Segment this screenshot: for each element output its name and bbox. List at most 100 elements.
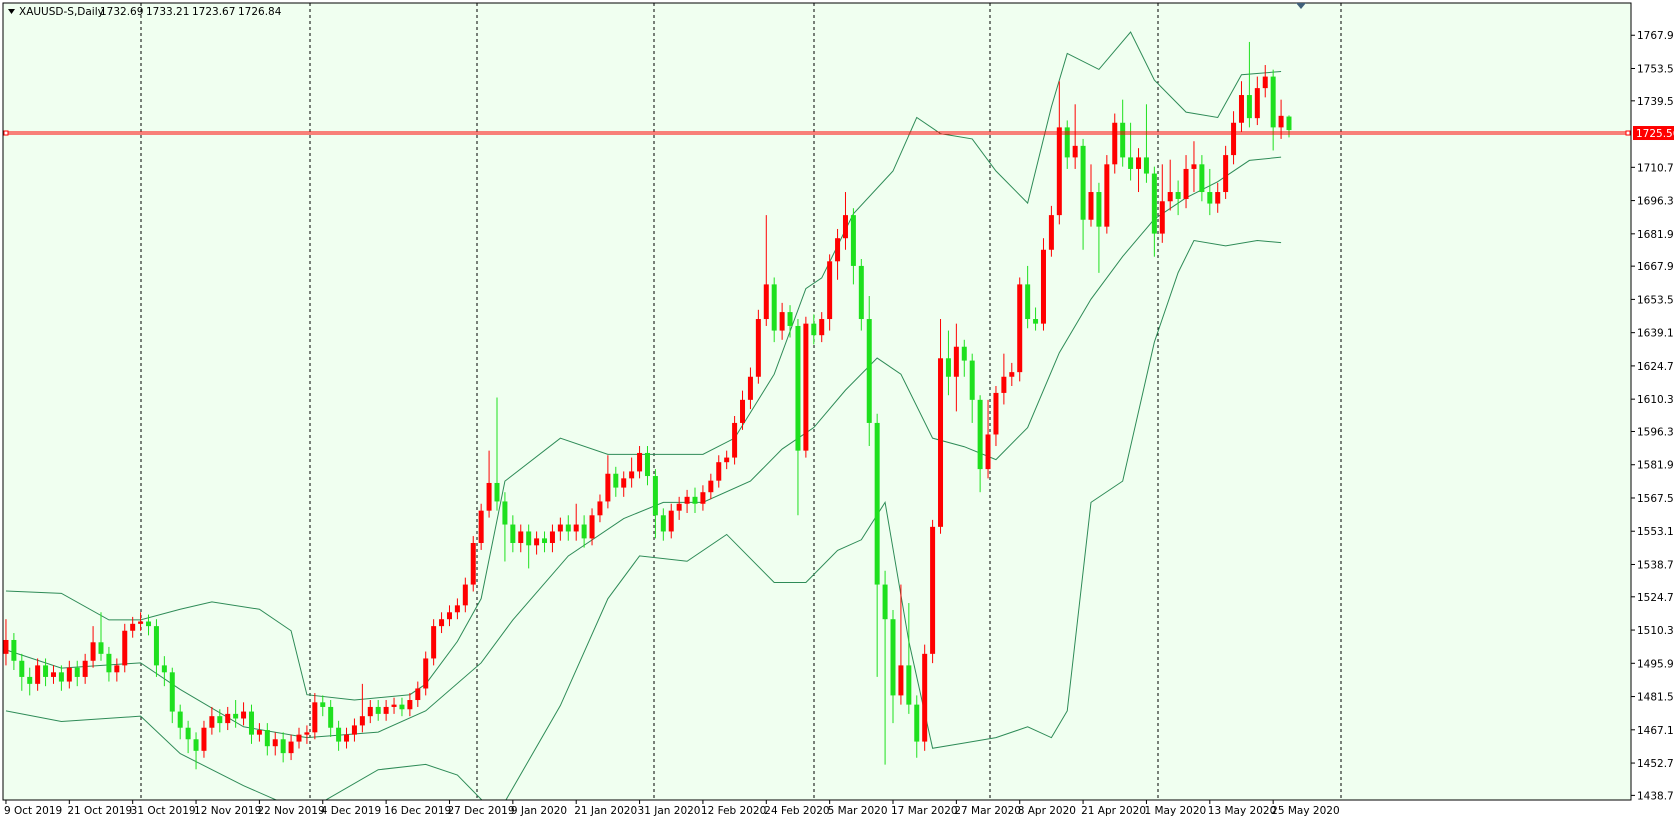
- x-tick-label: 31 Jan 2020: [638, 805, 701, 817]
- period-separators: [140, 3, 1342, 800]
- candle-body: [1017, 284, 1023, 373]
- y-tick-label: 1538.70: [1637, 559, 1674, 571]
- candle-body: [486, 482, 492, 511]
- candle-body: [542, 538, 548, 544]
- candle-body: [209, 716, 215, 728]
- x-tick-label: 5 Mar 2020: [828, 805, 888, 817]
- candle-body: [264, 730, 270, 747]
- y-tick-label: 1739.50: [1637, 96, 1674, 108]
- axes: 1767.90 1753.50 1739.50 1710.70 1696.30 1681.…: [3, 30, 1674, 817]
- candle-body: [153, 626, 159, 666]
- candle-body: [1238, 95, 1244, 123]
- candle-body: [589, 515, 595, 539]
- candle-body: [526, 531, 532, 546]
- candle-body: [637, 452, 643, 472]
- x-tick-label: 21 Oct 2019: [67, 805, 132, 817]
- y-tick-label: 1581.90: [1637, 460, 1674, 472]
- candle-body: [193, 739, 199, 751]
- candle-body: [1033, 319, 1039, 324]
- candle-body: [534, 538, 540, 546]
- x-tick-label: 4 Dec 2019: [321, 805, 381, 817]
- candle-body: [882, 584, 888, 620]
- x-tick-label: 21 Jan 2020: [574, 805, 637, 817]
- candle-body: [605, 473, 611, 502]
- last-price-box: [1633, 126, 1674, 141]
- candle-body: [304, 732, 310, 735]
- candle-body: [621, 478, 627, 488]
- chart-title: XAUUSD-S,Daily: [19, 6, 104, 18]
- candle-body: [1064, 127, 1070, 158]
- candle-body: [1112, 122, 1118, 165]
- candle-body: [1183, 168, 1189, 199]
- candle-body: [977, 399, 983, 470]
- candle-body: [138, 621, 144, 624]
- candle-body: [953, 346, 959, 377]
- candle-body: [1262, 76, 1268, 89]
- y-tick-label: 1524.70: [1637, 592, 1674, 604]
- candle-body: [1207, 192, 1213, 204]
- candle-body: [272, 739, 278, 747]
- candle-body: [478, 510, 484, 544]
- candle-body: [233, 713, 239, 719]
- candle-body: [177, 711, 183, 728]
- candle-body: [835, 238, 841, 262]
- candle-body: [502, 501, 508, 525]
- candle-body: [906, 665, 912, 705]
- candle-body: [74, 667, 80, 677]
- candle-body: [858, 265, 864, 320]
- candle-body: [90, 642, 96, 661]
- candle-body: [787, 312, 793, 326]
- candle-body: [454, 605, 460, 613]
- candle-body: [1048, 215, 1054, 250]
- candle-body: [1096, 192, 1102, 227]
- candle-body: [1199, 164, 1205, 193]
- last-price-end: [3, 130, 9, 136]
- y-tick-label: 1481.50: [1637, 692, 1674, 704]
- plot-background: [3, 3, 1631, 800]
- shift-marker: [1296, 3, 1306, 9]
- indicator-line: [5, 239, 1282, 800]
- candle-body: [225, 713, 231, 724]
- candle-body: [415, 688, 421, 701]
- y-tick-label: 1452.70: [1637, 758, 1674, 770]
- candle-body: [1136, 157, 1142, 169]
- candle-body: [573, 524, 579, 532]
- y-tick-label: 1681.90: [1637, 229, 1674, 241]
- candle-body: [1191, 164, 1197, 169]
- candle-body: [850, 215, 856, 266]
- candle-body: [1167, 192, 1173, 202]
- last-price-end: [1625, 130, 1631, 136]
- candle-body: [1231, 122, 1237, 156]
- candle-body: [724, 457, 730, 463]
- candle-body: [241, 711, 247, 719]
- candle-body: [106, 653, 112, 673]
- candle-body: [961, 346, 967, 361]
- candle-body: [795, 325, 801, 451]
- y-tick-label: 1753.50: [1637, 63, 1674, 75]
- y-tick-label: 1710.70: [1637, 162, 1674, 174]
- candle-body: [597, 501, 603, 516]
- candle-body: [296, 734, 302, 742]
- candle-body: [518, 531, 524, 544]
- candle-body: [755, 319, 761, 377]
- candle-body: [462, 584, 468, 606]
- candle-body: [11, 639, 17, 661]
- ohlc-low: 1723.67: [192, 6, 235, 18]
- y-tick-label: 1438.70: [1637, 790, 1674, 802]
- candle-body: [668, 510, 674, 532]
- candle-body: [407, 700, 413, 710]
- candle-body: [399, 704, 405, 710]
- x-tick-label: 12 Feb 2020: [701, 805, 766, 817]
- candle-body: [328, 706, 334, 728]
- candle-body: [676, 503, 682, 511]
- candle-body: [1025, 284, 1031, 320]
- candle-body: [1246, 95, 1252, 119]
- candle-body: [1254, 88, 1260, 119]
- candle-body: [652, 476, 658, 516]
- candle-body: [19, 660, 25, 677]
- candle-body: [1072, 145, 1078, 158]
- candle-body: [312, 702, 318, 733]
- y-tick-label: 1553.10: [1637, 526, 1674, 538]
